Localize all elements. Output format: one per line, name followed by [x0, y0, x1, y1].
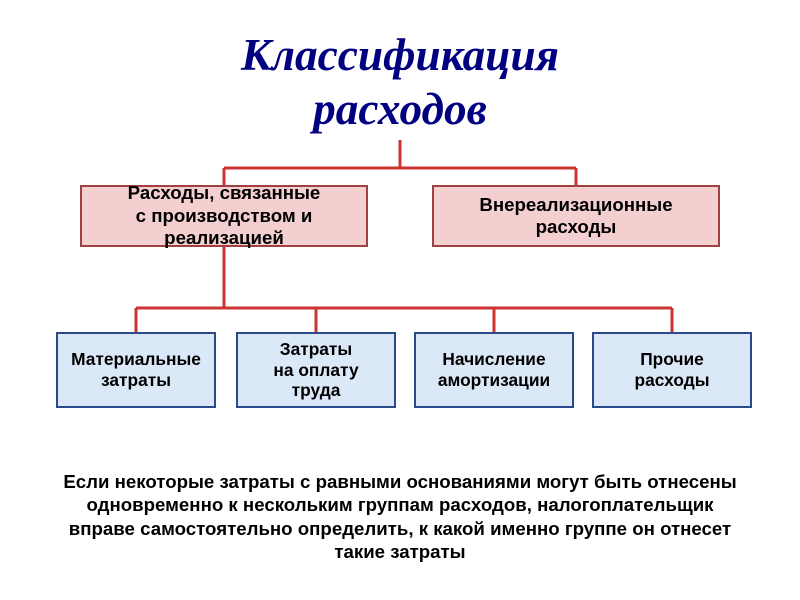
level1-box-left: Расходы, связанныес производством и реал…: [80, 185, 368, 247]
title-line-2: расходов: [313, 84, 487, 134]
level2-label-3: Прочиерасходы: [635, 349, 710, 391]
level1-box-right: Внереализационные расходы: [432, 185, 720, 247]
level2-box-0: Материальныезатраты: [56, 332, 216, 408]
diagram-title: Классификация расходов: [0, 28, 800, 137]
level2-box-3: Прочиерасходы: [592, 332, 752, 408]
level2-label-2: Начислениеамортизации: [438, 349, 550, 391]
level2-box-2: Начислениеамортизации: [414, 332, 574, 408]
level1-label-left: Расходы, связанныес производством и реал…: [86, 182, 362, 249]
level1-label-right: Внереализационные расходы: [438, 194, 714, 239]
level2-label-1: Затратына оплатутруда: [273, 339, 358, 401]
level2-box-1: Затратына оплатутруда: [236, 332, 396, 408]
level2-label-0: Материальныезатраты: [71, 349, 201, 391]
title-line-1: Классификация: [241, 30, 559, 80]
footnote-caption: Если некоторые затраты с равными основан…: [60, 470, 740, 563]
footnote-caption-text: Если некоторые затраты с равными основан…: [63, 471, 736, 562]
